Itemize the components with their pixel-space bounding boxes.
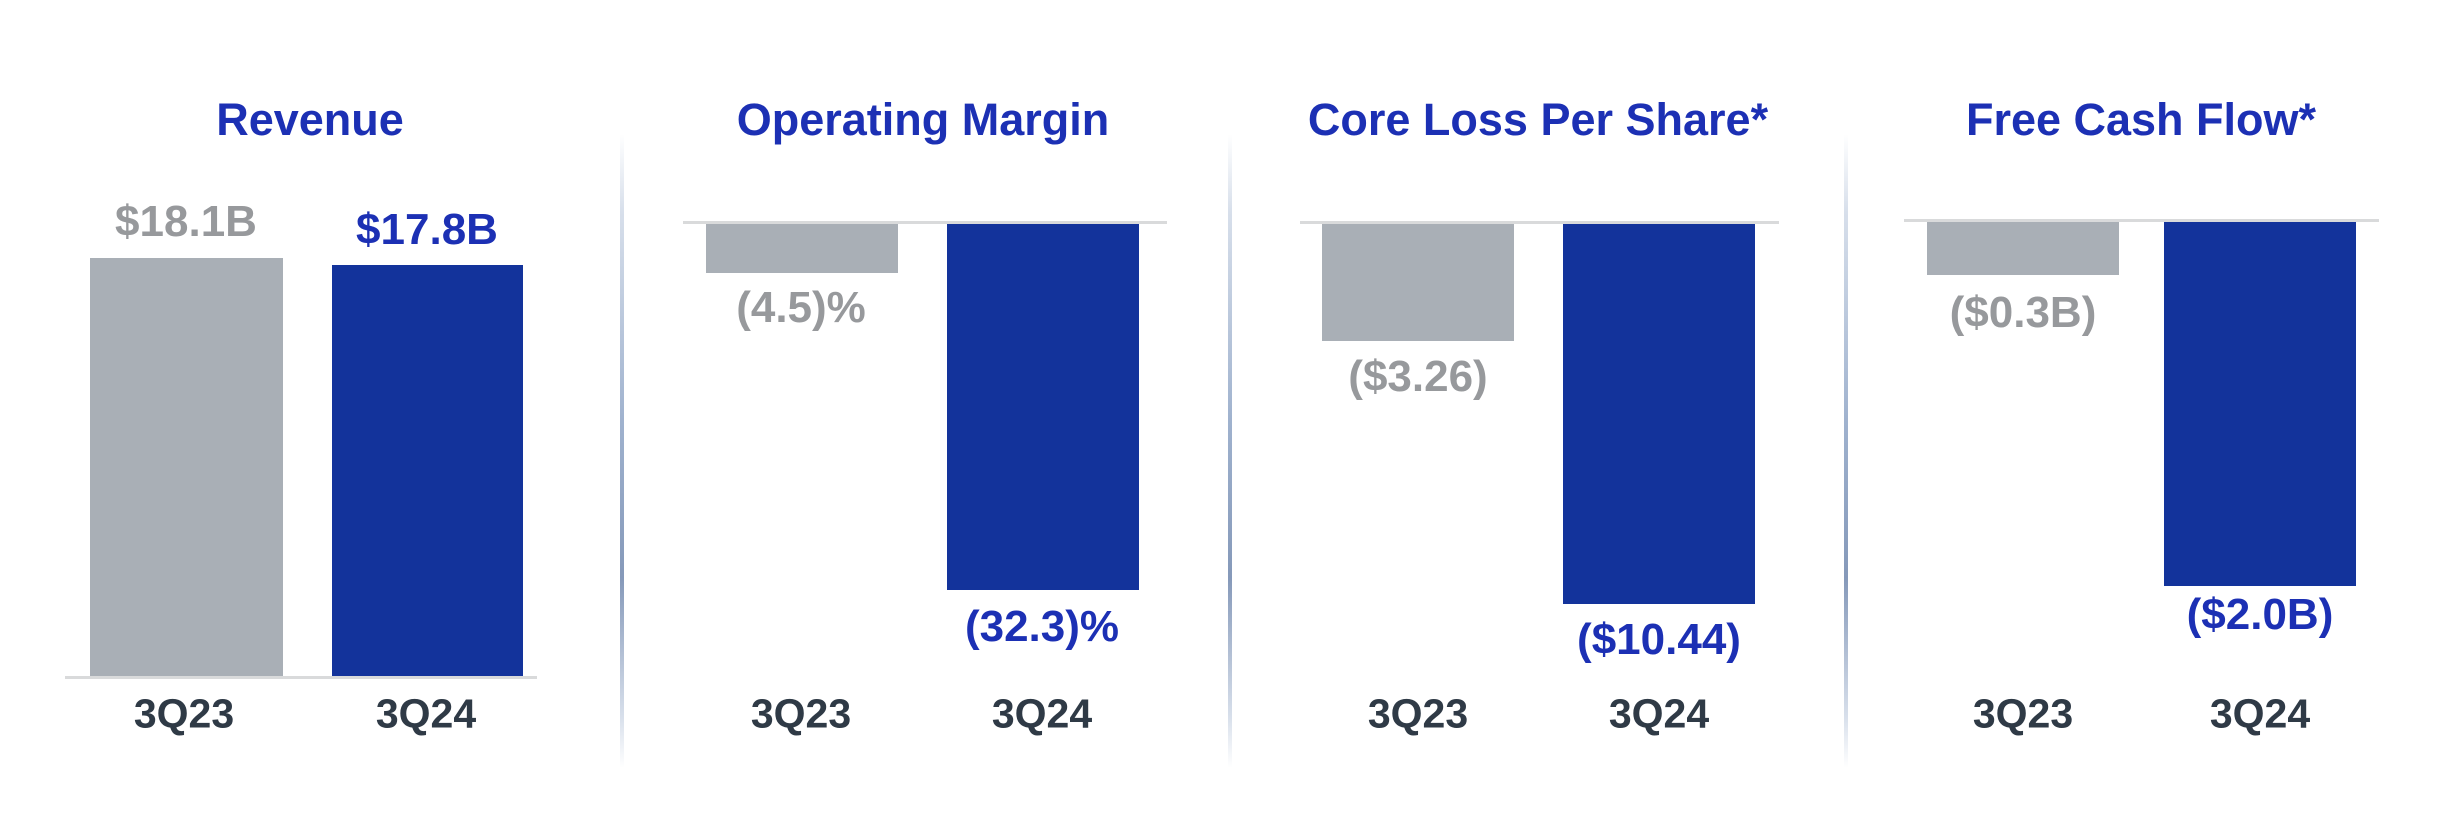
bar-3q24-current-quarter [332, 265, 523, 677]
value-label-3q24: ($10.44) [1577, 615, 1741, 664]
axis-label-3q23: 3Q23 [133, 690, 235, 737]
value-label-3q24: (32.3)% [964, 602, 1120, 651]
x-axis-line [65, 676, 537, 679]
axis-label-3q24: 3Q24 [991, 690, 1093, 737]
x-axis-line [683, 221, 1167, 224]
axis-label-3q24: 3Q24 [2209, 690, 2311, 737]
value-label-3q23: $18.1B [115, 197, 257, 246]
bar-3q23-prior-quarter [90, 258, 283, 677]
value-label-3q23: (4.5)% [736, 283, 866, 332]
chart-title: Free Cash Flow* [1965, 94, 2317, 145]
panel-divider [620, 134, 624, 768]
chart-title: Operating Margin [736, 94, 1110, 145]
bar-3q24-current-quarter [947, 222, 1139, 590]
bar-3q24-current-quarter [1563, 222, 1755, 604]
bar-3q23-prior-quarter [1322, 222, 1514, 341]
axis-label-3q24: 3Q24 [1608, 690, 1710, 737]
panel-divider [1844, 134, 1848, 768]
value-label-3q23: ($3.26) [1348, 352, 1488, 401]
value-label-3q24: ($2.0B) [2186, 590, 2334, 639]
axis-label-3q23: 3Q23 [1972, 690, 2074, 737]
axis-label-3q23: 3Q23 [1367, 690, 1469, 737]
x-axis-line [1300, 221, 1779, 224]
chart-title: Core Loss Per Share* [1307, 94, 1769, 145]
value-label-3q24: $17.8B [356, 205, 498, 254]
x-axis-line [1904, 219, 2379, 222]
chart-title: Revenue [216, 94, 404, 145]
axis-label-3q23: 3Q23 [750, 690, 852, 737]
panel-divider [1228, 134, 1232, 768]
bar-3q23-prior-quarter [1927, 220, 2119, 275]
bar-3q23-prior-quarter [706, 222, 898, 273]
bar-3q24-current-quarter [2164, 220, 2356, 586]
value-label-3q23: ($0.3B) [1949, 288, 2097, 337]
axis-label-3q24: 3Q24 [375, 690, 477, 737]
